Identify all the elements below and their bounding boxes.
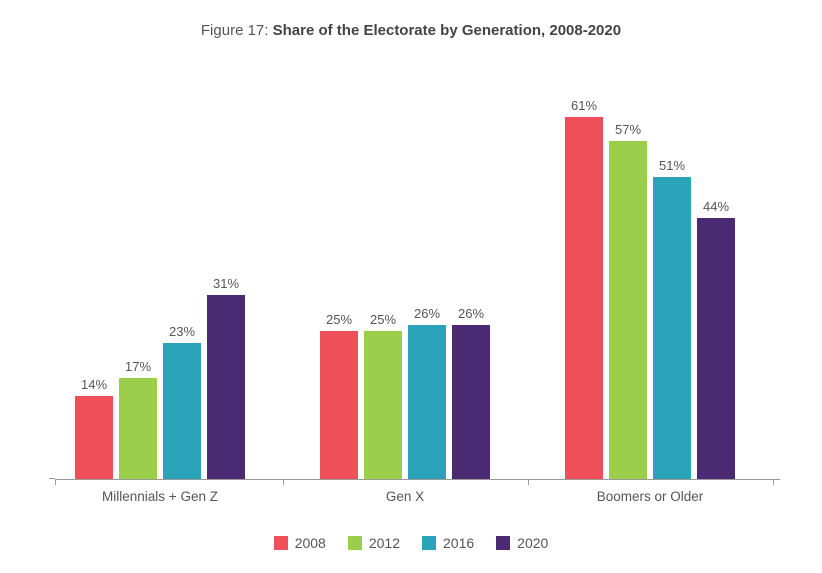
legend-item: 2016 (422, 535, 474, 551)
bar-group: 61%57%51%44%Boomers or Older (565, 65, 735, 479)
bar (452, 325, 490, 479)
bar (207, 295, 245, 479)
legend-swatch (274, 536, 288, 550)
title-prefix: Figure 17: (201, 22, 273, 39)
bar (119, 378, 157, 479)
legend-label: 2016 (443, 535, 474, 551)
bar-value-label: 17% (108, 359, 168, 374)
category-label: Boomers or Older (597, 489, 704, 504)
bar-value-label: 44% (686, 199, 746, 214)
bar-chart: Figure 17: Share of the Electorate by Ge… (0, 0, 822, 573)
category-label: Millennials + Gen Z (102, 489, 218, 504)
bar-value-label: 31% (196, 276, 256, 291)
legend-label: 2020 (517, 535, 548, 551)
bar (565, 117, 603, 479)
bar-group: 25%25%26%26%Gen X (320, 65, 490, 479)
bar (163, 343, 201, 479)
bar (653, 177, 691, 479)
bar-value-label: 51% (642, 158, 702, 173)
bar-value-label: 57% (598, 122, 658, 137)
bar (75, 396, 113, 479)
bar (364, 331, 402, 479)
title-bold: Share of the Electorate by Generation, 2… (273, 22, 621, 39)
plot-area: 14%17%23%31%Millennials + Gen Z25%25%26%… (55, 65, 780, 480)
bar (320, 331, 358, 479)
bar (609, 141, 647, 479)
category-label: Gen X (386, 489, 424, 504)
chart-title: Figure 17: Share of the Electorate by Ge… (0, 22, 822, 39)
bar-value-label: 61% (554, 98, 614, 113)
legend-label: 2008 (295, 535, 326, 551)
legend-label: 2012 (369, 535, 400, 551)
x-axis-tick (528, 479, 529, 485)
legend-swatch (348, 536, 362, 550)
bar-value-label: 14% (64, 377, 124, 392)
bar (697, 218, 735, 479)
x-axis-tick (773, 479, 774, 485)
bar-value-label: 23% (152, 324, 212, 339)
legend-item: 2020 (496, 535, 548, 551)
legend: 2008 2012 2016 2020 (0, 535, 822, 551)
bar-value-label: 26% (441, 306, 501, 321)
legend-swatch (496, 536, 510, 550)
legend-item: 2008 (274, 535, 326, 551)
legend-item: 2012 (348, 535, 400, 551)
x-axis-tick (283, 479, 284, 485)
legend-swatch (422, 536, 436, 550)
bar (408, 325, 446, 479)
bar-group: 14%17%23%31%Millennials + Gen Z (75, 65, 245, 479)
x-axis-tick (55, 479, 56, 485)
